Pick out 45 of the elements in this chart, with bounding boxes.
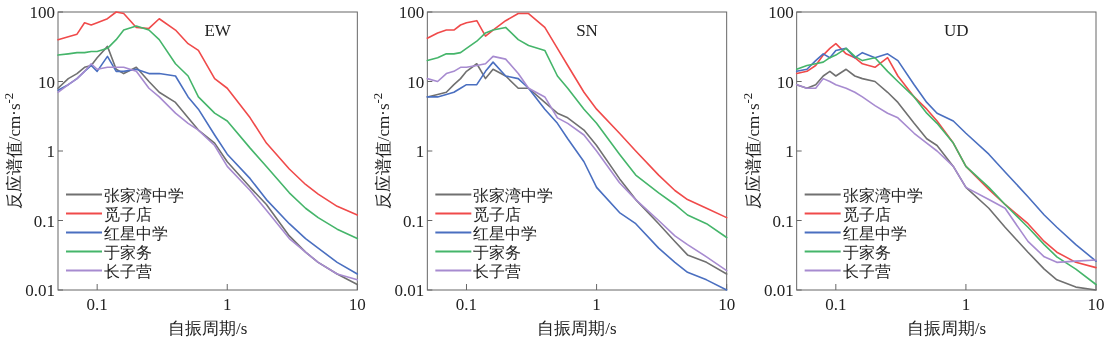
y-tick-label: 1 (46, 142, 55, 161)
legend-label: 于家务 (842, 243, 891, 261)
y-tick-label: 0.1 (772, 211, 794, 231)
legend-label: 觅子店 (473, 205, 522, 223)
text: SN (576, 21, 598, 40)
x-axis-title: 自振周期/s (537, 319, 617, 338)
legend-label: 于家务 (104, 243, 152, 261)
y-tick-label: 10 (776, 72, 794, 92)
legend-label: 红星中学 (473, 224, 538, 242)
x-tick-label: 10 (348, 295, 366, 314)
legend-label: 长子营 (104, 262, 152, 280)
legend-label: 张家湾中学 (104, 186, 184, 204)
text: EW (204, 21, 232, 40)
x-axis-title: 自振周期/s (167, 319, 248, 338)
y-tick-label: 1 (785, 142, 794, 161)
y-tick-label: 10 (38, 72, 55, 92)
x-tick-label: 0.1 (455, 295, 478, 314)
y-tick-label: 0.01 (763, 281, 794, 300)
y-tick-label: 1 (415, 142, 425, 161)
x-tick-label: 1 (592, 295, 601, 314)
y-tick-label: 0.01 (394, 281, 425, 300)
legend-label: 张家湾中学 (842, 186, 923, 204)
legend-label: 于家务 (473, 243, 522, 261)
x-tick-label: 0.1 (86, 295, 108, 314)
legend-label: 长子营 (473, 262, 522, 280)
x-tick-label: 0.1 (825, 295, 847, 314)
x-tick-label: 10 (1087, 295, 1105, 314)
y-tick-label: 0.01 (25, 281, 55, 300)
y-tick-label: 100 (29, 3, 55, 22)
legend-label: 张家湾中学 (473, 186, 554, 204)
legend-label: 长子营 (842, 262, 891, 280)
x-tick-label: 10 (718, 295, 736, 314)
x-tick-label: 1 (223, 295, 232, 314)
y-tick-label: 0.1 (33, 211, 55, 231)
text: UD (944, 21, 969, 40)
y-tick-label: 0.1 (403, 211, 425, 231)
legend-label: 红星中学 (104, 224, 168, 242)
legend-label: 觅子店 (104, 205, 152, 223)
y-tick-label: 100 (768, 3, 794, 22)
x-tick-label: 1 (961, 295, 971, 314)
legend-label: 觅子店 (842, 205, 891, 223)
y-tick-label: 100 (398, 3, 425, 22)
y-tick-label: 10 (407, 72, 425, 92)
legend-label: 红星中学 (842, 224, 907, 242)
x-axis-title: 自振周期/s (906, 319, 987, 338)
